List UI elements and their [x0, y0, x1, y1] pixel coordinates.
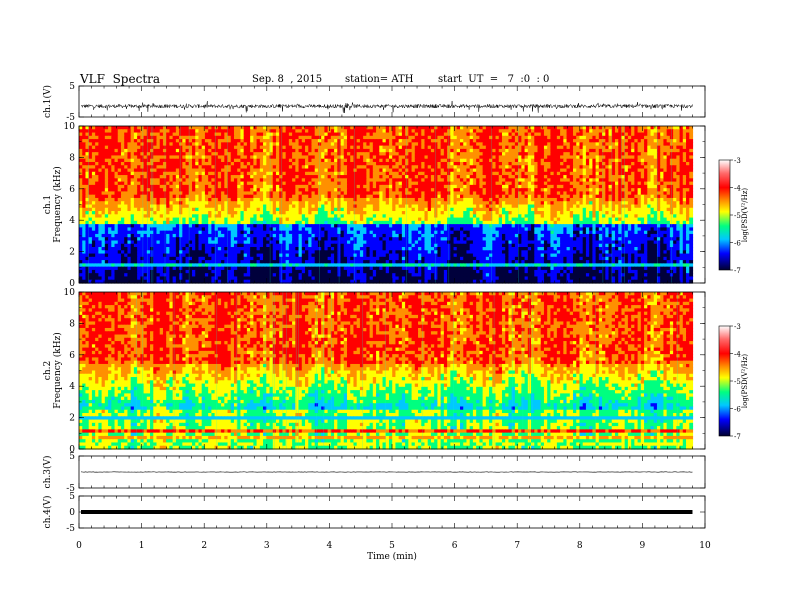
vlf-spectra-figure: VLF Spectra Sep. 8 , 2015 station= ATH s…	[0, 0, 792, 612]
